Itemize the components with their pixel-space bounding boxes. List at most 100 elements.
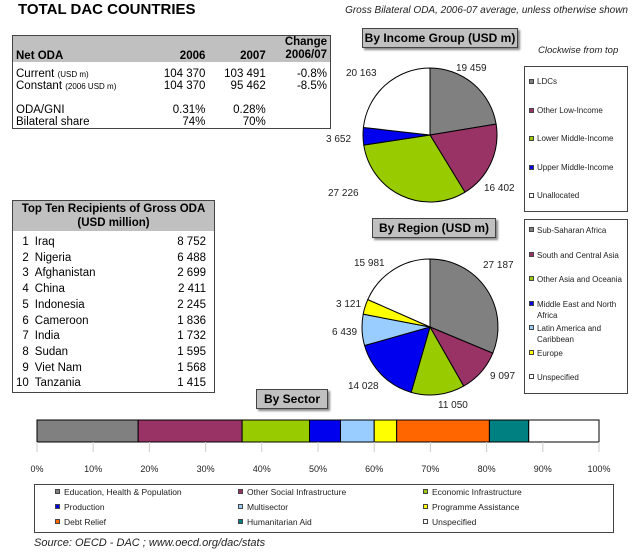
legend-item: Humanitarian Aid [247,517,312,527]
legend-swatch [529,251,534,257]
top-ten-rank: 10 [16,377,29,390]
top-ten-country: India [34,330,60,343]
net-oda-value: 95 462 [230,80,266,92]
legend-item: Upper Middle-Income [537,162,614,172]
pie-data-label: 20 163 [346,68,377,79]
top-ten-row: 4 China 2 411 [13,282,215,298]
top-ten-value: 2 699 [177,267,206,280]
sector-bar-segment-debt-relief [396,419,490,443]
sector-tick-label: 70% [421,464,440,474]
top-ten-country: Cameroon [34,314,89,327]
top-ten-rank: 7 [22,330,29,343]
sector-bar-segment-education-health-population [36,419,139,443]
net-oda-row: Current (USD m) 104 370 103 491 -0.8% [13,68,331,80]
legend-swatch [529,349,534,355]
income-pie-title: By Income Group (USD m) [362,28,518,48]
sector-legend: Education, Health & Population Other Soci… [34,484,614,533]
top-ten-rank: 4 [22,283,29,296]
net-oda-change [269,104,331,116]
net-oda-value: 104 370 [163,68,206,80]
top-ten-value: 2 245 [177,298,206,311]
net-oda-row: Bilateral share 74% 70% [13,116,331,129]
sector-bar-chart [36,419,600,452]
net-oda-value: 70% [242,116,266,128]
sector-title: By Sector [256,389,328,409]
net-oda-table: Net ODA 2006 2007 Change 2006/07 Current… [12,35,331,129]
sector-tick-label: 20% [140,464,159,474]
top-ten-value: 8 752 [177,236,206,248]
pie-data-label: 27 226 [328,188,359,199]
region-pie-chart [361,258,499,396]
pie-data-label: 11 050 [438,400,468,411]
sector-bar-segment-other-social-infrastructure [137,419,243,443]
top-ten-value: 1 836 [177,314,206,327]
top-ten-row: 1 Iraq 8 752 [13,235,215,251]
sector-tick-label: 90% [533,464,552,474]
top-ten-country: Afghanistan [34,267,96,280]
top-ten-row: 6 Cameroon 1 836 [13,314,215,330]
legend-swatch [529,79,534,84]
legend-item: Unspecified [537,373,579,382]
net-oda-change: -0.8% [296,68,327,80]
net-oda-value: 104 370 [163,80,206,92]
legend-item: Europe [537,348,563,358]
top-ten-row: 9 Viet Nam 1 568 [13,361,215,377]
top-ten-value: 2 411 [178,283,206,296]
legend-item: Unallocated [537,191,580,200]
top-ten-row: 5 Indonesia 2 245 [13,298,215,314]
legend-swatch [238,504,243,509]
top-ten-country: Tanzania [34,377,81,390]
legend-swatch [529,193,534,198]
pie-slice-unspecified [367,258,431,328]
net-oda-row: Constant (2006 USD m) 104 370 95 462 -8.… [13,80,331,92]
pie-slice-sub-saharan-africa [429,258,499,354]
top-ten-rank: 1 [22,236,29,248]
top-ten-country: Indonesia [34,298,85,311]
net-oda-value: 0.31% [172,104,206,116]
top-ten-row: 7 India 1 732 [13,329,215,345]
legend-swatch [238,519,243,524]
net-oda-col-2007: 2007 [208,35,269,62]
legend-swatch [529,136,534,141]
pie-data-label: 9 097 [490,371,516,382]
sector-tick-label: 50% [308,464,328,474]
net-oda-col-change: Change 2006/07 [268,35,331,62]
income-legend: LDCs Other Low-Income Lower Middle-Income U… [524,66,628,212]
sector-bar-segment-unspecified [528,419,600,443]
region-pie-title: By Region (USD m) [372,218,496,238]
net-oda-col-label: Net ODA [12,35,149,62]
region-legend: Sub-Saharan Africa South and Central Asia… [524,219,628,394]
net-oda-header-row: Net ODA 2006 2007 Change 2006/07 [12,35,331,62]
pie-slice-middle-east-and-north-africa [363,326,431,393]
legend-swatch [529,325,534,330]
legend-swatch [423,519,428,524]
legend-item: Production [64,502,105,512]
top-ten-rank: 5 [22,298,29,311]
top-ten-row: 2 Nigeria 6 488 [13,251,215,267]
sector-tick-label: 10% [84,464,103,474]
legend-item: Lower Middle-Income [537,134,614,143]
net-oda-row-unit: (2006 USD m) [65,82,117,91]
legend-item: LDCs [537,77,558,86]
pie-data-label: 3 121 [336,299,362,310]
top-ten-value: 1 415 [177,377,206,390]
top-ten-country: Sudan [34,345,69,358]
top-ten-country: Iraq [34,236,55,248]
top-ten-rank: 2 [22,251,29,264]
legend-swatch [423,504,428,509]
top-ten-row: 3 Afghanistan 2 699 [13,266,215,282]
source-note: Source: OECD - DAC ; www.oecd.org/dac/st… [34,537,266,549]
pie-data-label: 3 652 [326,134,352,145]
sector-bar-segment-programme-assistance [373,419,398,443]
net-oda-row-label: Bilateral share [16,116,90,128]
legend-swatch [529,164,534,170]
legend-item: Unspecified [432,517,477,527]
top-ten-country: Viet Nam [34,361,82,374]
net-oda-value: 103 491 [224,68,266,80]
top-ten-table: Top Ten Recipients of Gross ODA (USD mil… [12,200,215,394]
legend-item: Sub-Saharan Africa [537,226,607,235]
top-ten-row: 8 Sudan 1 595 [13,345,215,361]
legend-swatch [529,107,534,113]
legend-swatch [529,300,534,306]
top-ten-row: 10 Tanzania 1 415 [13,376,215,392]
